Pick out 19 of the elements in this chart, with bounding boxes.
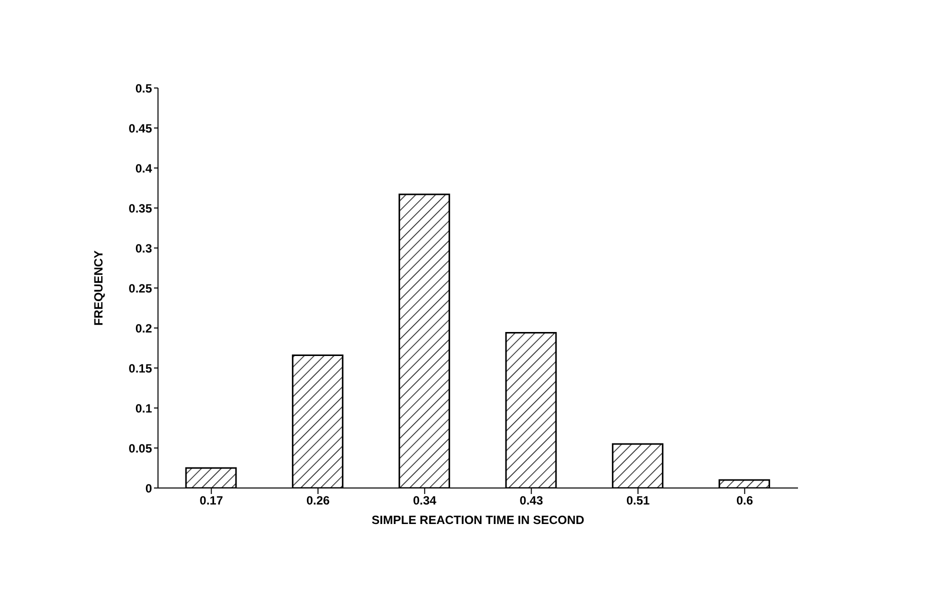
y-tick-label: 0.3	[135, 241, 152, 256]
y-tick-label: 0.5	[135, 81, 152, 96]
x-axis-title: SIMPLE REACTION TIME IN SECOND	[372, 513, 585, 527]
y-axis-title: FREQUENCY	[91, 250, 106, 326]
y-tick-label: 0.35	[128, 201, 152, 216]
y-tick-label: 0.45	[128, 121, 152, 136]
x-tick-label: 0.43	[520, 494, 544, 508]
x-tick-label: 0.17	[200, 494, 224, 508]
y-tick-label: 0.2	[135, 321, 152, 336]
x-tick-label: 0.34	[412, 494, 437, 508]
y-tick-label: 0	[145, 481, 152, 496]
y-tick-label: 0.4	[135, 161, 152, 176]
y-tick-label: 0.05	[128, 441, 152, 456]
x-tick-label: 0.26	[306, 494, 330, 508]
y-tick-label: 0.25	[128, 281, 152, 296]
x-tick-label: 0.51	[626, 494, 650, 508]
x-tick-label: 0.6	[736, 494, 754, 508]
y-tick-label: 0.15	[128, 361, 152, 376]
y-tick-label: 0.1	[135, 401, 152, 416]
